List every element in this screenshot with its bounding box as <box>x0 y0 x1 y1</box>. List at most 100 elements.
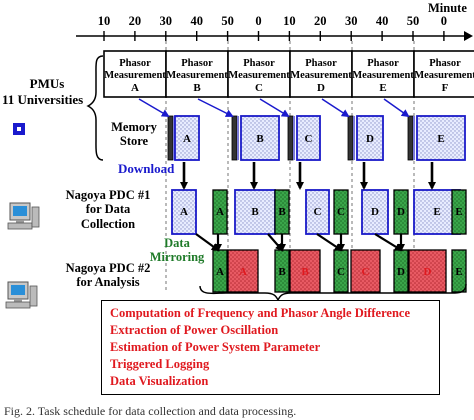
phasor-block <box>289 50 353 98</box>
memory-block <box>240 115 280 161</box>
pdc1-row: A B C D EA B C D E <box>171 189 467 235</box>
phasor-block-title: Phasor <box>119 58 151 69</box>
pdc1-block <box>234 189 276 235</box>
memory-bar <box>287 115 294 161</box>
task-item: Extraction of Power Oscillation <box>110 323 279 337</box>
timeline-arrowhead <box>464 31 473 41</box>
phasor-to-memory-arrow <box>259 98 290 118</box>
memory-bar <box>231 115 238 161</box>
phasor-block <box>165 50 229 98</box>
memory-block <box>416 115 466 161</box>
memory-block <box>174 115 200 161</box>
memory-store-row: A B C D E <box>167 115 466 161</box>
phasor-block-letter: E <box>379 82 386 94</box>
phasor-block-letter: A <box>131 82 139 94</box>
pdc1-mirror-letter: E <box>455 206 462 218</box>
phasor-block-title: Phasor <box>429 58 461 69</box>
timeline-unit-label: Minute <box>428 1 467 15</box>
pdc2-mirror-letter: D <box>397 266 405 278</box>
mirroring-line2: Mirroring <box>149 250 205 265</box>
timeline-tick-label: 0 <box>255 14 261 28</box>
pdc1-block <box>171 189 197 235</box>
timeline-tick-label: 10 <box>283 14 296 28</box>
pdc1-block-letter: C <box>314 206 322 218</box>
memory-bar <box>347 115 354 161</box>
pdc1-line3: Collection <box>80 216 136 231</box>
pdc2-mirror-letter: E <box>455 266 462 278</box>
timeline-tick-label: 50 <box>221 14 234 28</box>
pdc2-line1: Nagoya PDC #2 <box>65 261 151 275</box>
pmu-icon <box>13 123 25 135</box>
pdc1-to-pdc2-diagonal-arrow <box>316 233 343 252</box>
timeline-tick-label: 10 <box>98 14 111 28</box>
phasor-block-letter: D <box>317 82 325 94</box>
phasor-block-subtitle: Measurement <box>104 70 166 81</box>
pdc2-analysis-block <box>408 249 447 293</box>
phasor-to-memory-arrow <box>197 98 234 117</box>
phasor-block-title: Phasor <box>367 58 399 69</box>
memory-bar <box>407 115 414 161</box>
pdc1-line1: Nagoya PDC #1 <box>65 188 151 202</box>
pdc1-block <box>361 189 389 235</box>
computer-icon-pdc1 <box>7 202 40 230</box>
mirroring-line1: Data <box>164 236 190 250</box>
pdc1-mirror-block <box>451 189 467 235</box>
timeline: 10 20 30 40 50 0 10 20 30 40 50 0 <box>76 14 473 41</box>
memory-block-letter: A <box>183 133 191 145</box>
phasor-block-title: Phasor <box>243 58 275 69</box>
pdc1-to-pdc2-diagonal-arrow <box>195 233 220 252</box>
memory-block <box>356 115 384 161</box>
pmu-brace <box>86 55 104 161</box>
pdc2-analysis-block <box>289 249 321 293</box>
phasor-block-letter: F <box>442 82 449 94</box>
phasor-block-subtitle: Measurement <box>352 70 414 81</box>
pmus-label: PMUs <box>29 76 65 91</box>
phasor-block-title: Phasor <box>181 58 213 69</box>
memory-store-line1: Memory <box>111 120 157 134</box>
phasor-block-letter: C <box>255 82 263 94</box>
data-mirroring-label: Data Mirroring <box>146 236 208 265</box>
memory-bar-edge <box>413 116 415 160</box>
pdc2-line2: for Analysis <box>76 275 140 290</box>
phasor-block-subtitle: Measurement <box>166 70 228 81</box>
memory-bar <box>167 115 174 161</box>
pdc2-mirror-letter: C <box>337 266 345 278</box>
pdc2-row: A B C D EA B C D <box>212 249 467 293</box>
phasor-to-memory-arrow <box>383 98 410 118</box>
phasor-block-title: Phasor <box>305 58 337 69</box>
task-item: Data Visualization <box>110 374 209 388</box>
pdc1-label: Nagoya PDC #1 for Data Collection <box>52 188 164 231</box>
timeline-tick-label: 40 <box>376 14 389 28</box>
timeline-tick-label: 20 <box>129 14 142 28</box>
timeline-tick-label: 30 <box>345 14 358 28</box>
pdc1-block-letter: A <box>180 206 188 218</box>
timeline-tick-label: 0 <box>441 14 447 28</box>
pdc2-analysis-letter: D <box>424 266 432 278</box>
task-item: Estimation of Power System Parameter <box>110 340 321 354</box>
memory-store-label: Memory Store <box>104 120 164 149</box>
timeline-tick-label: 20 <box>314 14 327 28</box>
flow-arrows <box>138 98 436 252</box>
phasor-measurement-row: PhasorMeasurementAPhasorMeasurementBPhas… <box>103 50 474 98</box>
analysis-tasks-box: Computation of Frequency and Phasor Angl… <box>101 300 440 395</box>
pdc2-analysis-block <box>350 249 381 293</box>
pdc1-mirror-letter: A <box>216 206 224 218</box>
timeline-tick-label: 50 <box>407 14 420 28</box>
pdc1-to-pdc2-diagonal-arrow <box>267 233 284 252</box>
memory-block <box>296 115 321 161</box>
memory-bar-edge <box>237 116 239 160</box>
pdc2-label: Nagoya PDC #2 for Analysis <box>52 261 164 290</box>
pdc1-mirror-letter: D <box>397 206 405 218</box>
pdc2-mirror-letter: B <box>278 266 286 278</box>
memory-block-letter: B <box>256 133 264 145</box>
memory-block-letter: E <box>437 133 444 145</box>
phasor-block <box>227 50 291 98</box>
pdc1-mirror-block <box>212 189 228 235</box>
figure-caption: Fig. 2. Task schedule for data collectio… <box>4 404 297 418</box>
download-label: Download <box>118 161 175 176</box>
pdc1-block-letter: B <box>251 206 259 218</box>
timeline-tick-label: 40 <box>190 14 203 28</box>
phasor-block-letter: B <box>193 82 201 94</box>
pdc1-line2: for Data <box>85 202 131 217</box>
